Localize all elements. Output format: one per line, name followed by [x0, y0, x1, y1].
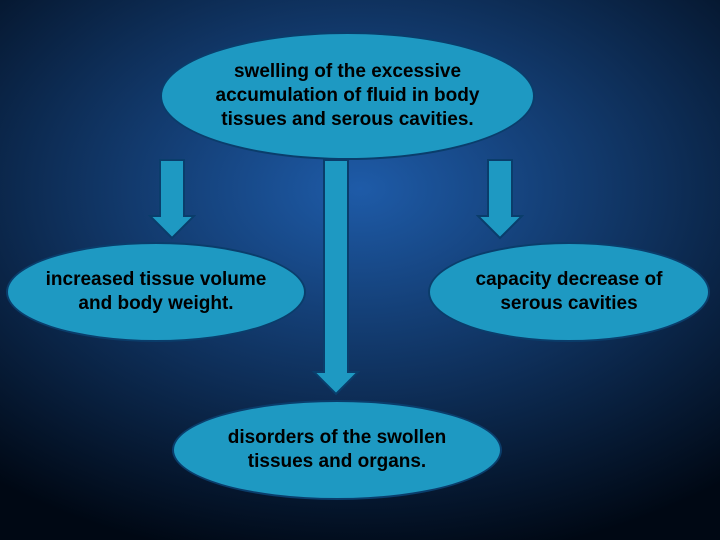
node-right: capacity decrease of serous cavities — [428, 242, 710, 342]
node-left: increased tissue volume and body weight. — [6, 242, 306, 342]
arrow-right — [476, 158, 524, 240]
arrow-left — [148, 158, 196, 240]
node-bottom-text: disorders of the swollen tissues and org… — [206, 426, 468, 474]
node-top-text: swelling of the excessive accumulation o… — [200, 60, 495, 131]
arrow-middle — [312, 158, 360, 396]
node-bottom: disorders of the swollen tissues and org… — [172, 400, 502, 500]
node-top: swelling of the excessive accumulation o… — [160, 32, 535, 160]
node-left-text: increased tissue volume and body weight. — [30, 268, 282, 316]
slide: swelling of the excessive accumulation o… — [0, 0, 720, 540]
node-right-text: capacity decrease of serous cavities — [456, 268, 682, 316]
